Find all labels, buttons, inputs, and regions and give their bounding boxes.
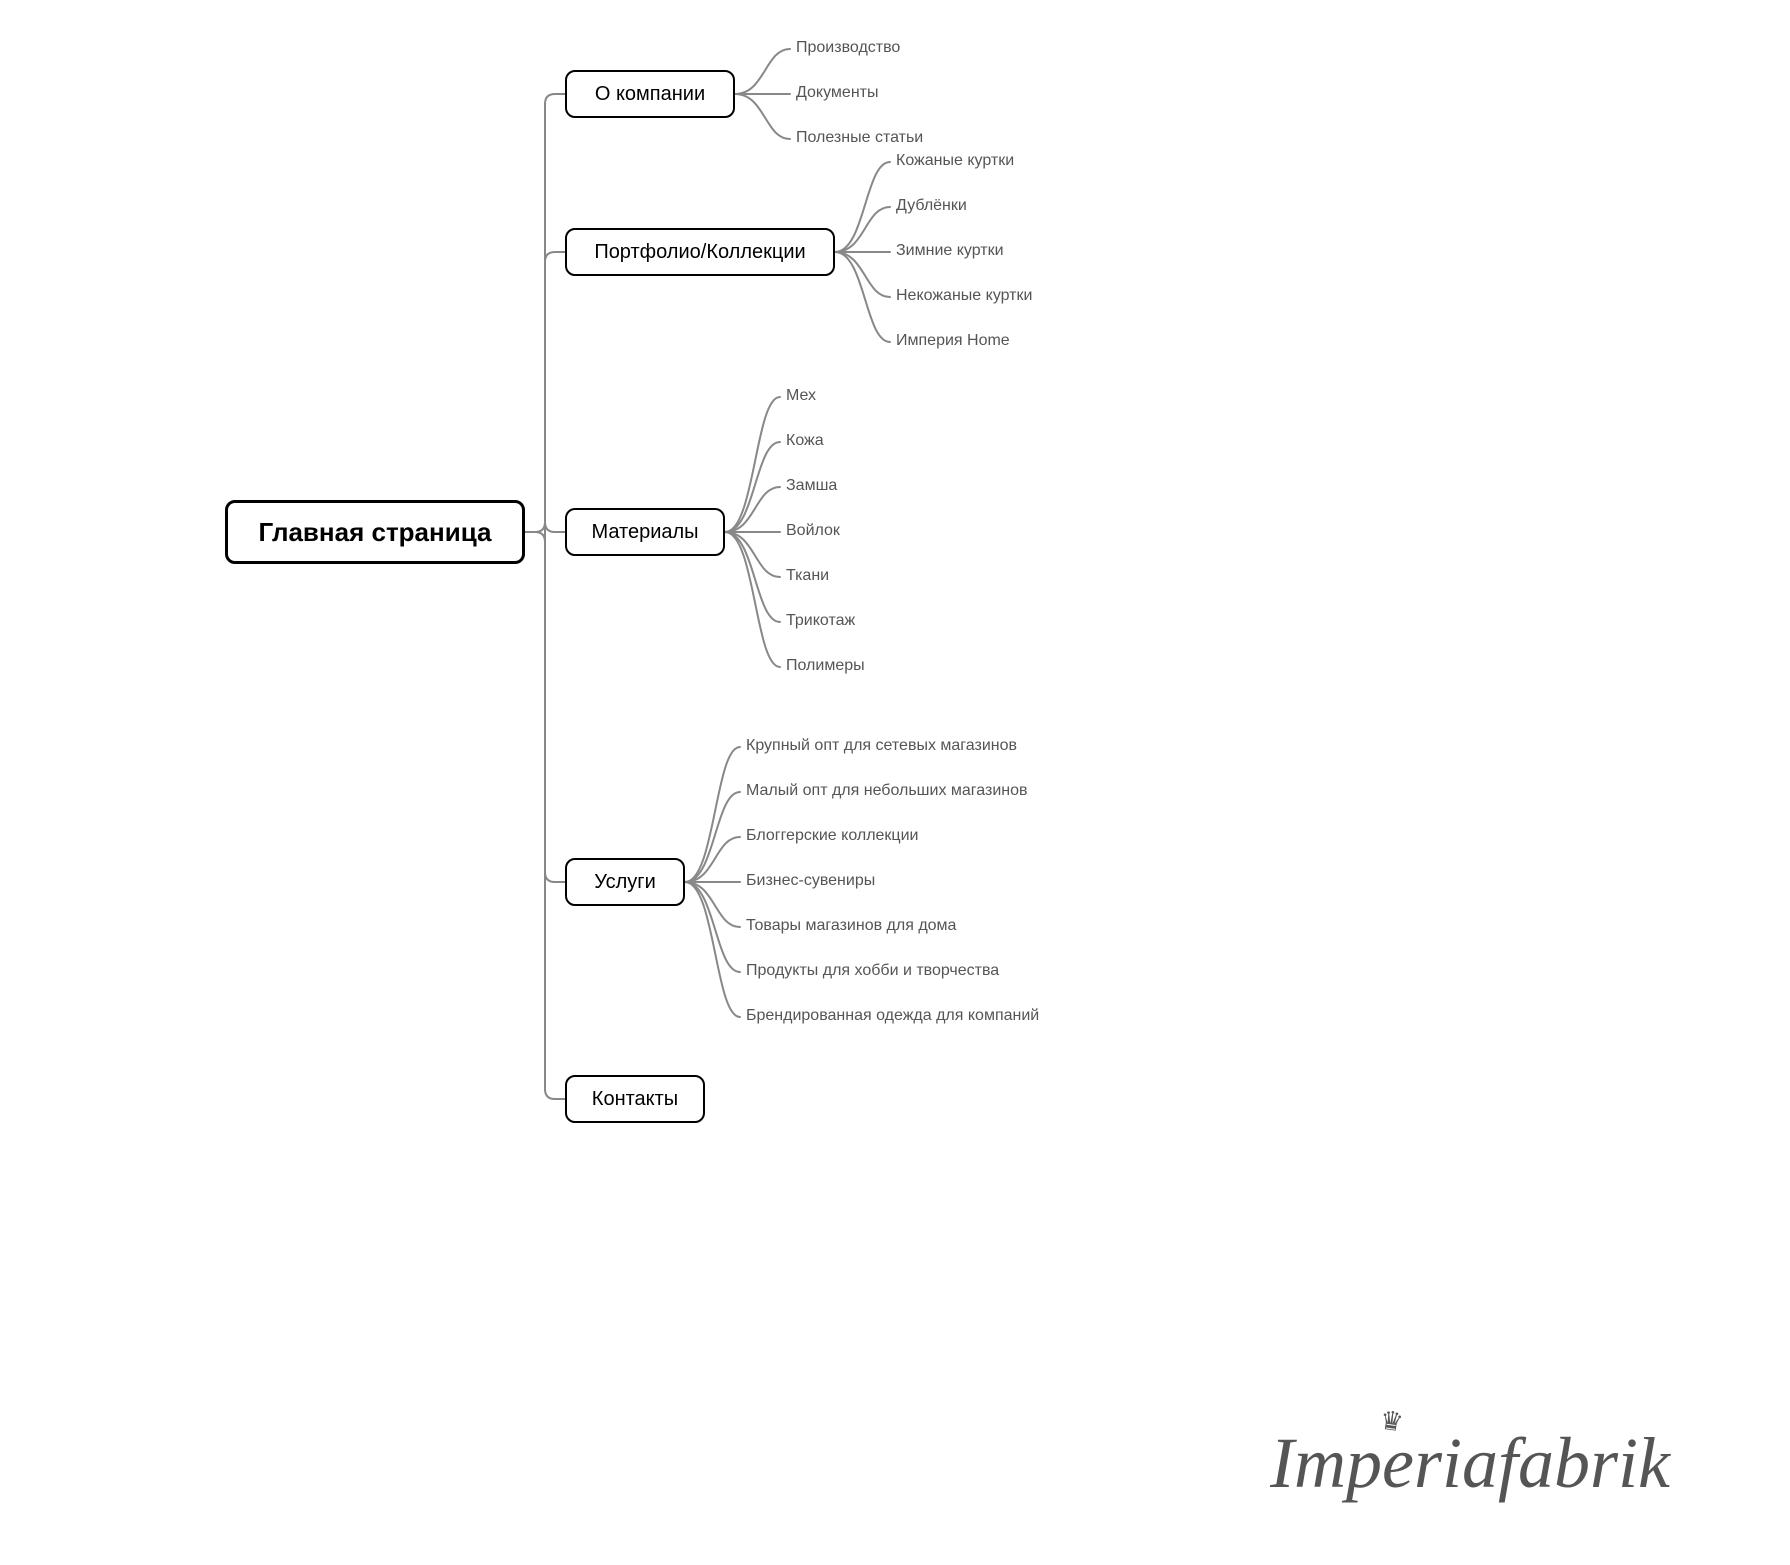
branch-portfolio: Портфолио/Коллекции xyxy=(565,228,835,276)
branch-about: О компании xyxy=(565,70,735,118)
leaf-services-0: Крупный опт для сетевых магазинов xyxy=(746,737,1017,755)
branch-services: Услуги xyxy=(565,858,685,906)
leaf-services-1: Малый опт для небольших магазинов xyxy=(746,782,1028,800)
leaf-services-4: Товары магазинов для дома xyxy=(746,917,956,935)
logo-text: Imperiafabrik xyxy=(1270,1423,1670,1503)
leaf-materials-2: Замша xyxy=(786,477,837,495)
leaf-about-1: Документы xyxy=(796,84,878,102)
leaf-about-0: Производство xyxy=(796,39,900,57)
leaf-services-2: Блоггерские коллекции xyxy=(746,827,918,845)
leaf-services-3: Бизнес-сувениры xyxy=(746,872,875,890)
leaf-materials-3: Войлок xyxy=(786,522,840,540)
leaf-materials-5: Трикотаж xyxy=(786,612,855,630)
leaf-services-5: Продукты для хобби и творчества xyxy=(746,962,999,980)
leaf-about-2: Полезные статьи xyxy=(796,129,923,147)
crown-icon: ♛ xyxy=(1378,1405,1405,1439)
leaf-services-6: Брендированная одежда для компаний xyxy=(746,1007,1039,1025)
leaf-materials-1: Кожа xyxy=(786,432,824,450)
leaf-portfolio-0: Кожаные куртки xyxy=(896,152,1014,170)
leaf-portfolio-1: Дублёнки xyxy=(896,197,967,215)
mindmap-canvas: ♛ Imperiafabrik Главная страница О компан… xyxy=(0,0,1790,1565)
leaf-materials-4: Ткани xyxy=(786,567,829,585)
root-node: Главная страница xyxy=(225,500,525,564)
logo: ♛ Imperiafabrik xyxy=(1270,1422,1670,1505)
leaf-portfolio-3: Некожаные куртки xyxy=(896,287,1032,305)
branch-contacts: Контакты xyxy=(565,1075,705,1123)
leaf-materials-6: Полимеры xyxy=(786,657,865,675)
branch-materials: Материалы xyxy=(565,508,725,556)
leaf-portfolio-2: Зимние куртки xyxy=(896,242,1004,260)
leaf-materials-0: Мех xyxy=(786,387,816,405)
leaf-portfolio-4: Империя Home xyxy=(896,332,1010,350)
